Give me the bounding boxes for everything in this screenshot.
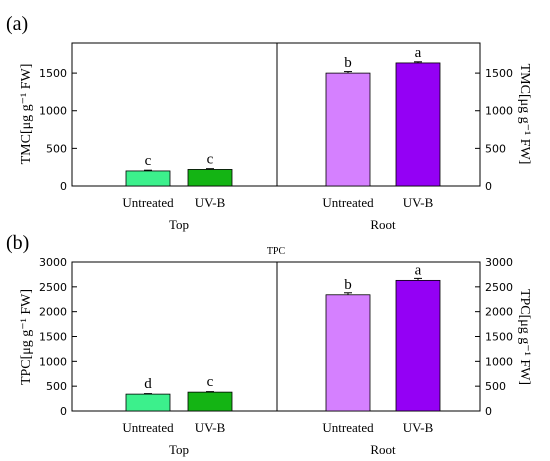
y-axis-label-right: TPC[μg g⁻¹ FW] [517,289,532,385]
significance-letter: c [207,151,214,167]
y-tick-label-right: 1000 [485,355,513,368]
significance-letter: c [145,153,152,169]
bar [395,62,441,187]
group-label: Top [169,217,189,232]
y-tick-label-left: 500 [46,380,67,393]
y-tick-label-right: 3000 [485,256,513,269]
panel-label: (a) [6,13,28,35]
y-tick-label-left: 1500 [39,331,67,344]
x-tick-label: Untreated [322,195,374,210]
y-tick-label-right: 500 [485,142,506,155]
bar [187,391,233,412]
y-axis-label-right: TMC[μg g⁻¹ FW] [517,64,532,165]
x-tick-label: UV-B [195,420,226,435]
panel-label: (b) [6,232,29,254]
significance-letter: a [415,262,422,278]
significance-letter: d [144,376,152,392]
x-tick-label: Untreated [122,420,174,435]
bar [325,294,371,412]
x-tick-label: UV-B [403,195,434,210]
y-tick-label-right: 500 [485,380,506,393]
y-tick-label-right: 0 [485,180,492,193]
x-tick-label: Untreated [322,420,374,435]
y-tick-label-right: 1500 [485,331,513,344]
chart-title: TPC [267,246,286,257]
bar [125,393,171,412]
group-label: Root [370,217,396,232]
bar [187,169,233,187]
significance-letter: c [207,374,214,390]
y-tick-label-left: 2500 [39,281,67,294]
plot-frame [71,42,481,187]
y-tick-label-left: 2000 [39,306,67,319]
y-tick-label-right: 2000 [485,306,513,319]
bar [125,170,171,187]
y-tick-label-left: 3000 [39,256,67,269]
y-tick-label-left: 1000 [39,355,67,368]
y-axis-label-left: TPC[μg g⁻¹ FW] [19,289,34,385]
y-tick-label-left: 0 [60,180,67,193]
y-axis-label-left: TMC[μg g⁻¹ FW] [19,64,34,165]
y-tick-label-left: 1500 [39,67,67,80]
y-tick-label-right: 0 [485,405,492,418]
y-tick-label-right: 1000 [485,105,513,118]
y-tick-label-right: 2500 [485,281,513,294]
x-tick-label: UV-B [403,420,434,435]
group-label: Root [370,442,396,457]
y-tick-label-left: 500 [46,142,67,155]
bar [325,72,371,187]
bar [395,279,441,412]
y-tick-label-left: 0 [60,405,67,418]
significance-letter: b [344,55,352,71]
group-label: Top [169,442,189,457]
significance-letter: a [415,45,422,61]
significance-letter: b [344,277,352,293]
x-tick-label: Untreated [122,195,174,210]
y-tick-label-left: 1000 [39,105,67,118]
x-tick-label: UV-B [195,195,226,210]
y-tick-label-right: 1500 [485,67,513,80]
